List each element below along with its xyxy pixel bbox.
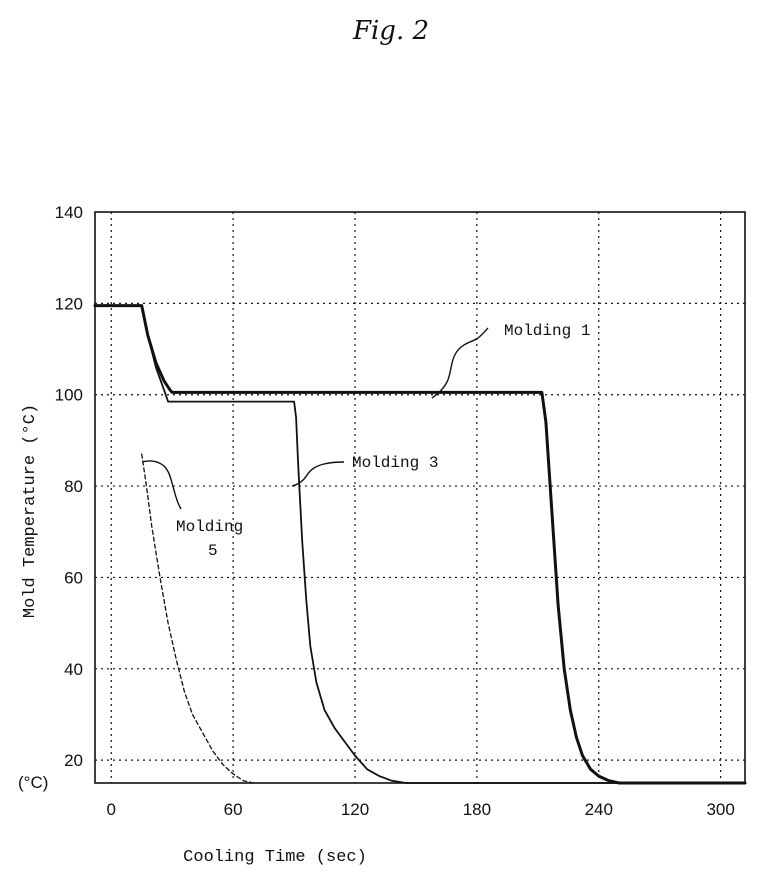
- x-tick-label-300: 300: [706, 800, 734, 819]
- x-tick-label-60: 60: [224, 800, 243, 819]
- molding-5-annotation-line2: 5: [208, 542, 218, 560]
- molding-5-annotation-line1: Molding: [176, 518, 243, 536]
- grid-lines: [95, 212, 745, 783]
- y-tick-label-140: 140: [55, 203, 83, 222]
- series-lines: [95, 306, 745, 783]
- molding-3-leader-line: [292, 462, 344, 486]
- plot-frame: [95, 212, 745, 783]
- x-tick-label-240: 240: [585, 800, 613, 819]
- x-axis-title: Cooling Time (sec): [183, 848, 367, 867]
- x-tick-label-180: 180: [463, 800, 491, 819]
- y-tick-label-120: 120: [55, 294, 83, 313]
- molding-1-leader-line: [432, 328, 488, 398]
- y-axis-title: Mold Temperature (°C): [21, 404, 40, 618]
- y-tick-label-40: 40: [64, 660, 83, 679]
- y-tick-label-60: 60: [64, 568, 83, 587]
- molding-1-annotation: Molding 1: [504, 322, 590, 340]
- y-tick-label-80: 80: [64, 477, 83, 496]
- x-tick-label-120: 120: [341, 800, 369, 819]
- molding-3-annotation: Molding 3: [352, 454, 438, 472]
- y-tick-label-100: 100: [55, 386, 83, 405]
- molding-5-leader-line: [142, 461, 181, 509]
- annotations: Molding 1 Molding 3 Molding 5: [142, 322, 590, 560]
- y-tick-label-20: 20: [64, 751, 83, 770]
- y-unit-label: (°C): [18, 773, 48, 792]
- series-line-molding-3: [95, 306, 745, 783]
- x-tick-label-0: 0: [107, 800, 116, 819]
- series-line-molding-5: [142, 454, 254, 783]
- series-line-molding-1: [95, 306, 745, 783]
- tick-labels: 20 40 60 80 100 120 140 0 60 120 180 240 300: [55, 203, 735, 819]
